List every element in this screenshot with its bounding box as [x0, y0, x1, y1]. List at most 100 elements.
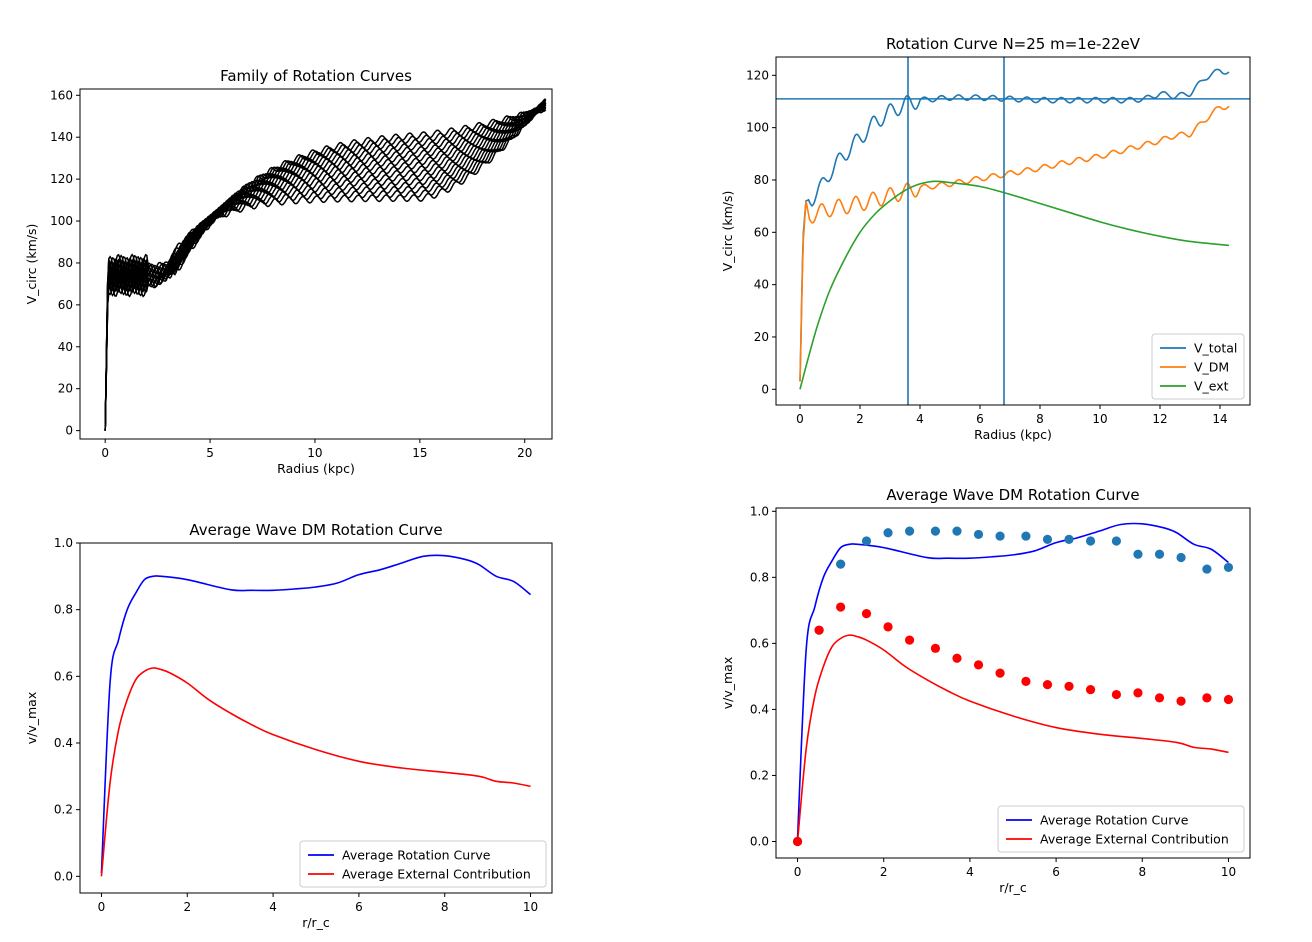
avg_left-ylabel: v/v_max — [24, 692, 39, 745]
avg_right-scatter-point — [1202, 564, 1212, 574]
avg_right-scatter-point — [904, 635, 915, 645]
avg_left-legend-label: Average Rotation Curve — [342, 848, 491, 863]
avg_right-scatter-point — [1042, 534, 1053, 544]
family-ytick-label: 60 — [58, 298, 73, 312]
avg_right-scatter-point — [1133, 688, 1143, 698]
avg_right-ytick-label: 0.8 — [750, 570, 769, 584]
avg_right-ytick-label: 0.6 — [750, 636, 769, 650]
avg_right-xtick-label: 6 — [1052, 865, 1060, 879]
family-xtick-label: 0 — [101, 446, 109, 460]
avg_right-scatter-point — [952, 653, 962, 663]
avg_right-scatter-point — [1021, 531, 1031, 541]
single-xtick-label: 0 — [796, 412, 804, 426]
family-frame — [79, 88, 553, 440]
avg_right-scatter-point — [1064, 681, 1074, 691]
family-curves — [104, 98, 547, 431]
avg_right-scatter-point — [814, 625, 824, 635]
avg_right-xtick-label: 4 — [966, 865, 974, 879]
single-xtick-label: 12 — [1152, 412, 1167, 426]
family-ytick-label: 100 — [50, 214, 73, 228]
avg_right-scatter-point — [1176, 552, 1186, 563]
avg_right-scatter-point — [952, 526, 962, 536]
avg_left-xtick-label: 6 — [355, 900, 363, 914]
single-legend-label: V_total — [1194, 341, 1237, 356]
family-ytick-label: 140 — [50, 130, 73, 144]
avg_right-scatter-point — [1133, 549, 1143, 559]
family-ytick-label: 80 — [58, 256, 73, 270]
avg_right-ytick-label: 0.4 — [750, 702, 769, 716]
avg_left-frame — [79, 542, 553, 894]
single-xlabel: Radius (kpc) — [974, 427, 1052, 442]
avg_right-title: Average Wave DM Rotation Curve — [886, 486, 1139, 504]
single-xtick-label: 4 — [916, 412, 924, 426]
avg_right-axes: Average Wave DM Rotation Curve 0 2 4 6 8 10 0.0… — [720, 486, 1236, 895]
single-axes: Rotation Curve N=25 m=1e-22eV 0 2 4 6 8 10 12 14… — [720, 35, 1228, 442]
avg_left-series-line — [100, 554, 532, 874]
avg_right-series-line — [796, 634, 1229, 842]
single-ytick-label: 60 — [754, 225, 769, 239]
avg_right-xlabel: r/r_c — [999, 880, 1027, 895]
family-xlabel: Radius (kpc) — [277, 461, 355, 476]
avg_right-ytick-label: 0.0 — [750, 834, 769, 848]
avg_left-ytick-label: 1.0 — [54, 536, 73, 550]
avg_right-scatter-point — [973, 529, 984, 540]
avg_right-xtick-label: 0 — [794, 865, 802, 879]
avg_right-scatter-point — [1111, 536, 1122, 546]
single-xtick-label: 8 — [1036, 412, 1044, 426]
single-legend: V_total V_DM V_ext — [1151, 333, 1245, 400]
single-series-V_DM — [799, 105, 1230, 382]
family-ytick-label: 160 — [50, 88, 73, 102]
family-xtick-label: 20 — [517, 446, 532, 460]
family-ylabel: V_circ (km/s) — [24, 224, 39, 305]
avg_right-series-line — [796, 522, 1229, 839]
avg_right-legend-label: Average External Contribution — [1040, 832, 1229, 847]
single-title: Rotation Curve N=25 m=1e-22eV — [886, 35, 1141, 53]
single-xtick-label: 14 — [1212, 412, 1227, 426]
avg_right-scatter-point — [1021, 676, 1031, 686]
family-curve — [104, 106, 547, 431]
single-ytick-label: 80 — [754, 173, 769, 187]
avg_left-ytick-label: 0.4 — [54, 736, 73, 750]
family-xtick-label: 15 — [412, 446, 427, 460]
avg_right-legend: Average Rotation Curve Average External C… — [997, 805, 1245, 853]
single-xtick-label: 2 — [856, 412, 864, 426]
single-ytick-label: 40 — [754, 278, 769, 292]
avg_right-xtick-label: 2 — [880, 865, 888, 879]
single-ytick-label: 120 — [746, 68, 769, 82]
avg_right-legend-label: Average Rotation Curve — [1040, 813, 1189, 828]
avg_right-scatter-point — [1111, 689, 1122, 700]
avg_right-scatter-point — [1154, 693, 1165, 703]
avg_right-scatter-point — [995, 531, 1005, 541]
avg_left-xtick-label: 4 — [269, 900, 277, 914]
avg_right-xtick-label: 8 — [1138, 865, 1146, 879]
avg_left-xtick-label: 10 — [523, 900, 538, 914]
single-ytick-label: 0 — [761, 382, 769, 396]
family-xtick-label: 5 — [206, 446, 214, 460]
avg_left-xtick-label: 2 — [183, 900, 191, 914]
family-curve — [104, 106, 547, 431]
avg_right-scatter-point — [861, 609, 872, 619]
family-title: Family of Rotation Curves — [220, 67, 412, 85]
avg_left-ytick-label: 0.2 — [54, 803, 73, 817]
avg_right-scatter-point — [1223, 562, 1234, 573]
avg_right-scatter-point — [1176, 696, 1186, 706]
avg_left-ytick-label: 0.0 — [54, 869, 73, 883]
single-ylabel: V_circ (km/s) — [720, 191, 735, 272]
avg_right-ytick-label: 1.0 — [750, 504, 769, 518]
avg_left-axes: Average Wave DM Rotation Curve 0 2 4 6 8 10 0.0… — [24, 521, 538, 930]
single-ytick-label: 20 — [754, 330, 769, 344]
avg_right-scatter-point — [1085, 536, 1096, 546]
single-legend-label: V_DM — [1194, 360, 1229, 375]
single-frame — [775, 56, 1251, 406]
avg_right-scatter-point — [836, 602, 846, 612]
avg_right-scatter-point — [930, 526, 941, 536]
avg_right-scatter-point — [904, 526, 915, 536]
single-series-V_ext — [799, 180, 1230, 390]
family-xtick-label: 10 — [307, 446, 322, 460]
family-ytick-label: 0 — [65, 424, 73, 438]
avg_right-frame — [775, 507, 1251, 859]
single-legend-label: V_ext — [1194, 379, 1229, 394]
avg_right-scatter-point — [1154, 549, 1165, 559]
avg_right-scatter-point — [995, 668, 1005, 678]
